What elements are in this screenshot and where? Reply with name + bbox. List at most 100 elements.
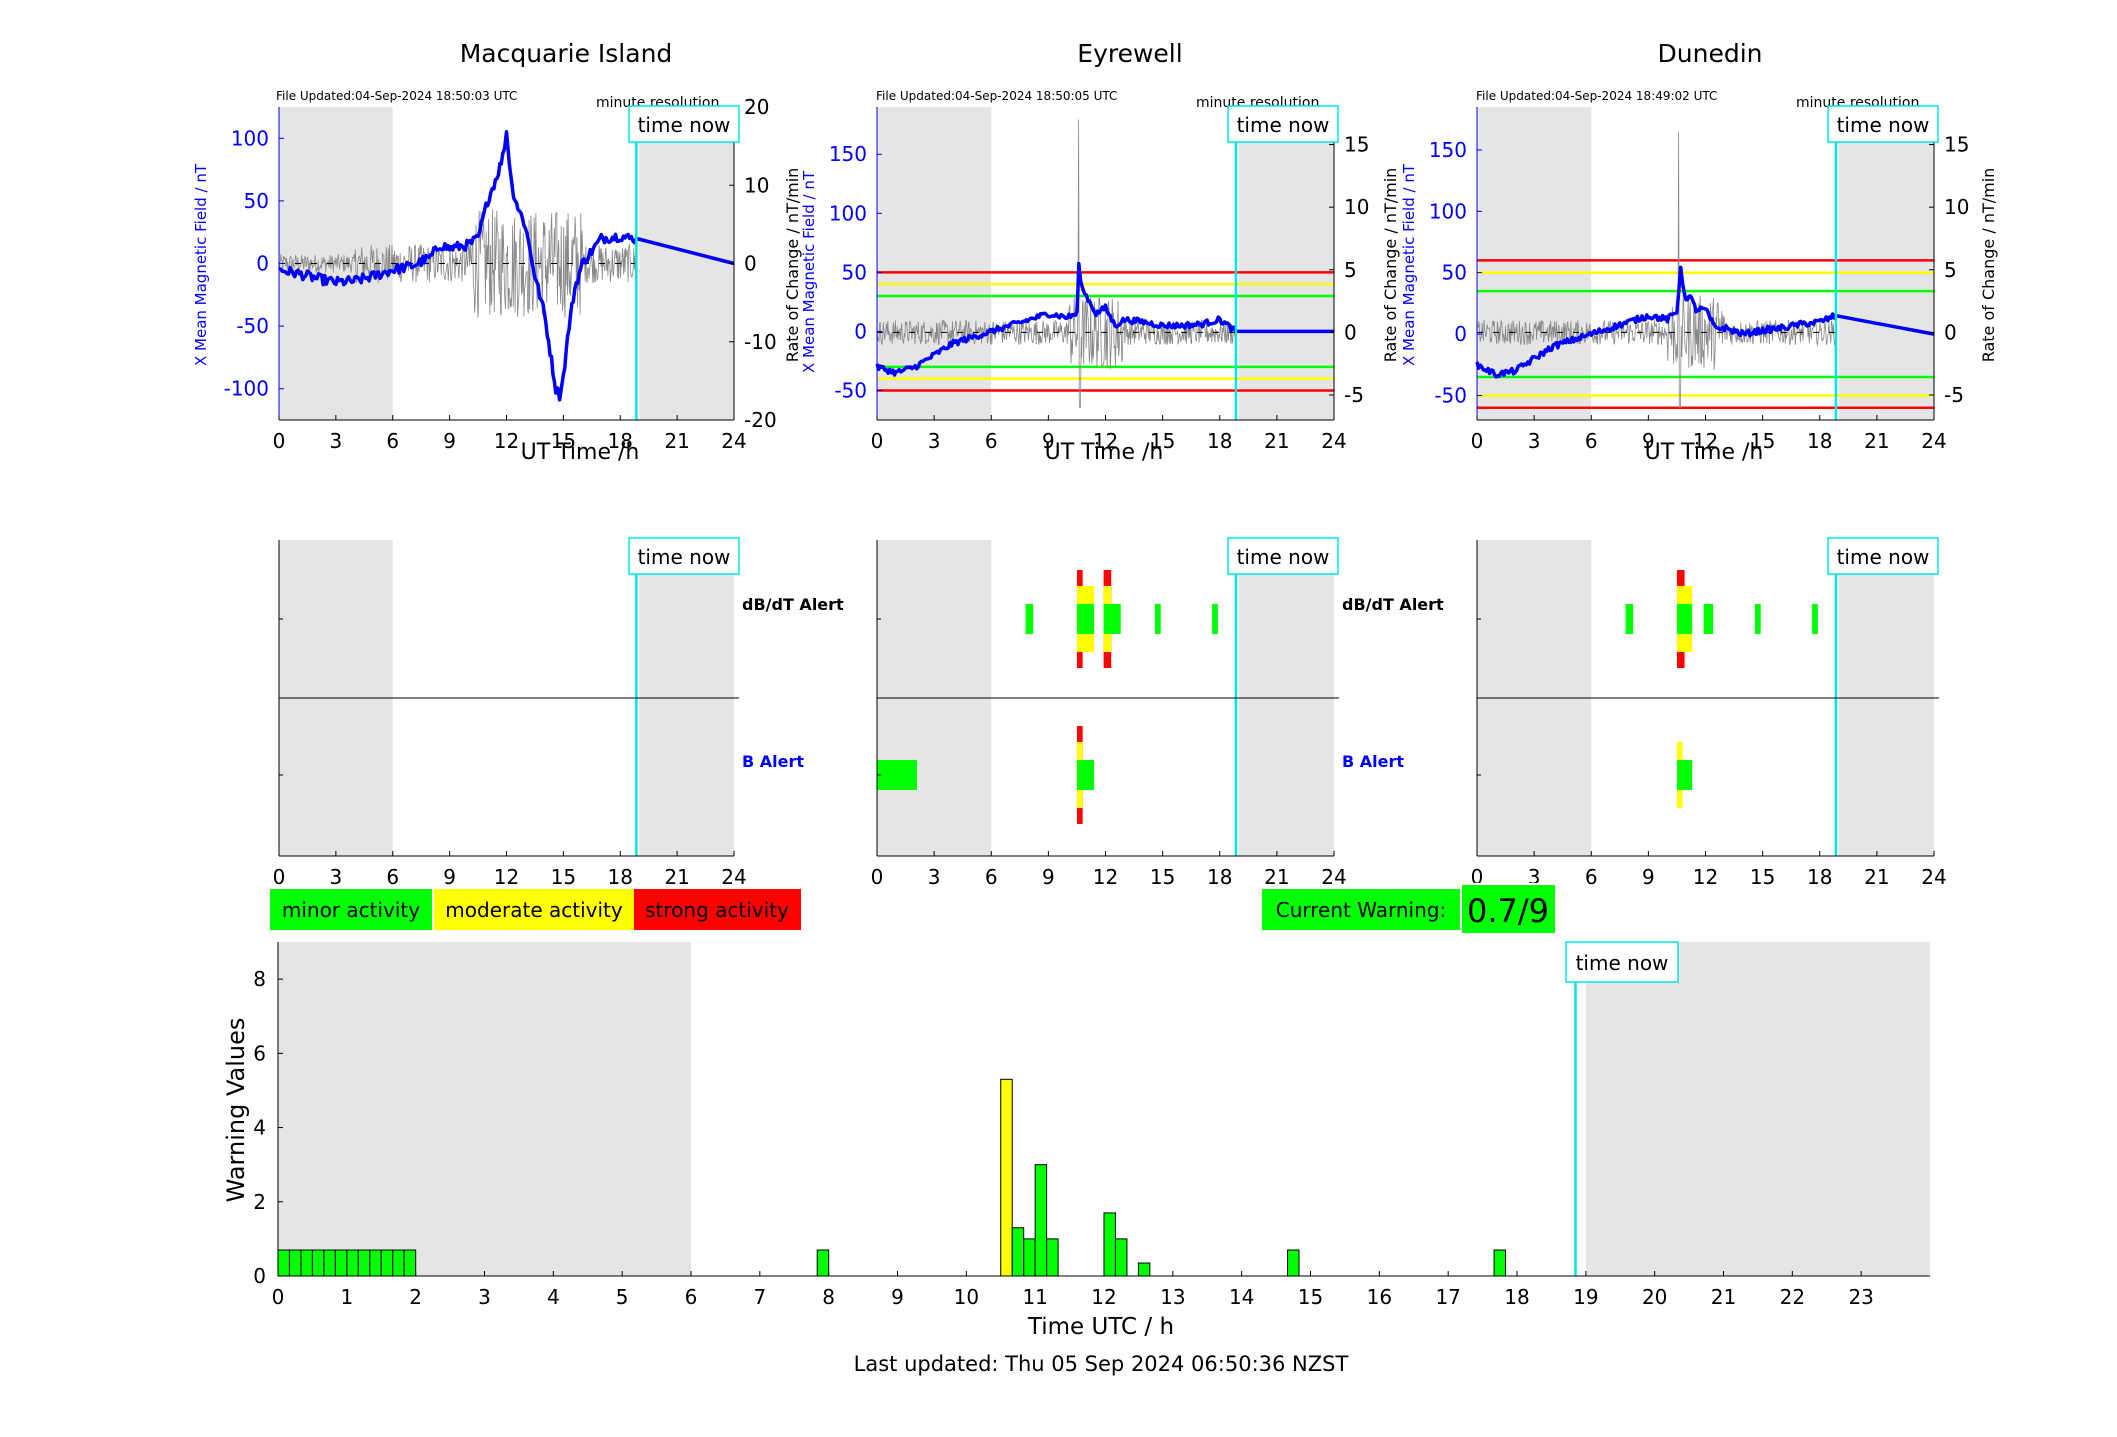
time-now-box-6: time now: [1827, 537, 1939, 575]
alert-x-tick-label-eyrewell-24: 24: [1321, 865, 1346, 889]
warning-x-tick-label-21: 21: [1711, 1285, 1736, 1309]
warning-bar-7: [357, 1249, 371, 1277]
alert-bar-eyrewell-0-minor: [1025, 604, 1034, 634]
footer-last-updated: Last updated: Thu 05 Sep 2024 06:50:36 N…: [854, 1352, 1349, 1376]
x-tick-label-eyrewell-6: 6: [985, 429, 998, 453]
warning-x-tick-label-6: 6: [685, 1285, 698, 1309]
warning-x-tick-label-7: 7: [753, 1285, 766, 1309]
x-tick-label-eyrewell-12: 12: [1093, 429, 1118, 453]
warning-x-tick-label-5: 5: [616, 1285, 629, 1309]
warning-bar-0: [277, 1249, 290, 1277]
y-left-tick-label-macquarie-island-100: 100: [231, 126, 269, 150]
y-left-tick-label-dunedin-100: 100: [1429, 199, 1467, 223]
x-tick-label-macquarie-island-6: 6: [386, 429, 399, 453]
x-tick-label-dunedin-6: 6: [1585, 429, 1598, 453]
panel-title-dunedin: Dunedin: [1658, 39, 1763, 68]
b-alert-label-2: B Alert: [1342, 752, 1404, 771]
y-right-tick-label-dunedin--5: -5: [1944, 383, 1964, 407]
y-left-tick-label-macquarie-island-50: 50: [244, 189, 269, 213]
time-now-text-6: time now: [1837, 545, 1930, 569]
y-right-tick-label-dunedin-5: 5: [1944, 258, 1957, 282]
y-right-tick-label-macquarie-island--20: -20: [744, 408, 777, 432]
warning-bar-15: [1023, 1238, 1036, 1277]
rate-of-change-line-eyrewell: [876, 119, 1237, 408]
alert-x-tick-label-dunedin-6: 6: [1585, 865, 1598, 889]
alert-x-tick-label-eyrewell-15: 15: [1150, 865, 1175, 889]
alert-x-tick-label-dunedin-15: 15: [1750, 865, 1775, 889]
alert-x-tick-label-eyrewell-12: 12: [1093, 865, 1118, 889]
x-tick-label-macquarie-island-3: 3: [330, 429, 343, 453]
y-left-tick-label-macquarie-island--50: -50: [236, 314, 269, 338]
warning-x-tick-label-16: 16: [1367, 1285, 1392, 1309]
b-alert-label-1: B Alert: [742, 752, 804, 771]
warning-x-tick-label-17: 17: [1435, 1285, 1460, 1309]
alert-x-tick-label-dunedin-18: 18: [1807, 865, 1832, 889]
field-line-eyrewell: [875, 261, 1334, 377]
warning-bar-5: [334, 1249, 348, 1277]
alert-x-tick-label-macquarie-island-21: 21: [664, 865, 689, 889]
y-right-tick-label-macquarie-island-0: 0: [744, 252, 757, 276]
y-right-tick-label-dunedin-0: 0: [1944, 320, 1957, 344]
warning-x-tick-label-15: 15: [1298, 1285, 1323, 1309]
x-tick-label-eyrewell-15: 15: [1150, 429, 1175, 453]
time-now-box-2: time now: [1227, 105, 1339, 143]
night-shade-dunedin-1: [1838, 107, 1934, 420]
bottom-xlabel: Time UTC / h: [1027, 1314, 1174, 1340]
alert-bar-eyrewell-5-minor: [1155, 604, 1161, 634]
warning-bar-18: [1103, 1212, 1116, 1277]
panel-title-macquarie: Macquarie Island: [460, 39, 673, 68]
alert-x-tick-label-dunedin-12: 12: [1693, 865, 1718, 889]
alert-x-tick-label-dunedin-9: 9: [1642, 865, 1655, 889]
alert-x-tick-label-eyrewell-9: 9: [1042, 865, 1055, 889]
current-warning-box: [1262, 889, 1460, 930]
field-line-dunedin: [1475, 265, 1935, 379]
x-tick-label-macquarie-island-9: 9: [443, 429, 456, 453]
x-tick-label-eyrewell-24: 24: [1321, 429, 1346, 453]
y-left-tick-label-eyrewell-100: 100: [829, 201, 867, 225]
alert-bar-eyrewell-3-minor: [1103, 604, 1112, 634]
x-tick-label-eyrewell-3: 3: [928, 429, 941, 453]
y-right-tick-label-dunedin-15: 15: [1944, 133, 1969, 157]
alert-bar-eyrewell-6-minor: [1212, 604, 1218, 634]
alert-x-tick-label-eyrewell-6: 6: [985, 865, 998, 889]
activity-legend: minor activity moderate activity strong …: [270, 889, 801, 930]
ylabel-left-macquarie: X Mean Magnetic Field / nT: [192, 163, 210, 366]
current-warning-value-box: [1460, 883, 1557, 935]
legend-swatch-moderate: [434, 889, 634, 930]
time-now-text-2: time now: [1237, 113, 1330, 137]
background-layer: [278, 107, 1934, 1276]
warning-bar-1: [288, 1249, 302, 1277]
dbdt-alert-label-2: dB/dT Alert: [1342, 595, 1444, 614]
warning-x-tick-label-3: 3: [478, 1285, 491, 1309]
legend-swatch-minor: [270, 889, 432, 930]
alert-bar-eyrewell-1-minor: [1076, 604, 1083, 634]
y-right-tick-label-eyrewell--5: -5: [1344, 383, 1364, 407]
warning-bar-16: [1034, 1164, 1048, 1277]
alert-x-tick-label-dunedin-21: 21: [1864, 865, 1889, 889]
alert-x-tick-label-eyrewell-3: 3: [928, 865, 941, 889]
warning-bar-14: [1011, 1227, 1025, 1277]
y-left-tick-label-eyrewell--50: -50: [834, 378, 867, 402]
current-warning-label: Current Warning:: [1276, 898, 1446, 922]
y-right-tick-label-eyrewell-10: 10: [1344, 195, 1369, 219]
current-warning: Current Warning: 0.7/9: [1262, 883, 1557, 935]
y-right-tick-label-eyrewell-5: 5: [1344, 258, 1357, 282]
x-tick-label-dunedin-18: 18: [1807, 429, 1832, 453]
x-tick-label-macquarie-island-18: 18: [608, 429, 633, 453]
y-right-tick-label-dunedin-10: 10: [1944, 195, 1969, 219]
dbdt-alert-label-1: dB/dT Alert: [742, 595, 844, 614]
alert-x-tick-label-macquarie-island-6: 6: [386, 865, 399, 889]
y-left-tick-label-dunedin--50: -50: [1434, 383, 1467, 407]
alert-bar-dunedin-2-minor: [1684, 604, 1693, 634]
warning-bar-4: [323, 1249, 336, 1277]
bottom-ylabel: Warning Values: [222, 1018, 250, 1203]
alert-x-tick-label-eyrewell-18: 18: [1207, 865, 1232, 889]
time-now-box-4: time now: [628, 537, 740, 575]
night-shade-dunedin-0: [1477, 107, 1592, 420]
alert-x-tick-label-macquarie-island-9: 9: [443, 865, 456, 889]
ylabel-right-dunedin: Rate of Change / nT/min: [1979, 168, 1998, 363]
warning-x-tick-label-4: 4: [547, 1285, 560, 1309]
alert-bar-dunedin-3-minor: [1703, 604, 1714, 634]
rate-of-change-line-dunedin: [1476, 131, 1837, 408]
